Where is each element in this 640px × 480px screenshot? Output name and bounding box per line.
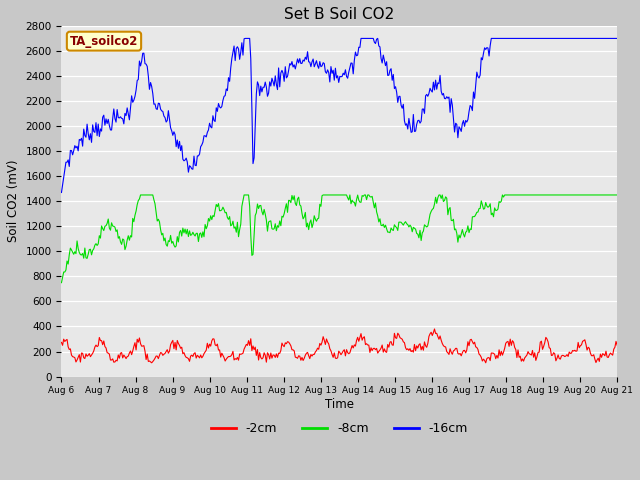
Y-axis label: Soil CO2 (mV): Soil CO2 (mV)	[7, 160, 20, 242]
Text: TA_soilco2: TA_soilco2	[70, 35, 138, 48]
Legend: -2cm, -8cm, -16cm: -2cm, -8cm, -16cm	[205, 418, 473, 441]
X-axis label: Time: Time	[324, 398, 354, 411]
Title: Set B Soil CO2: Set B Soil CO2	[284, 7, 394, 22]
